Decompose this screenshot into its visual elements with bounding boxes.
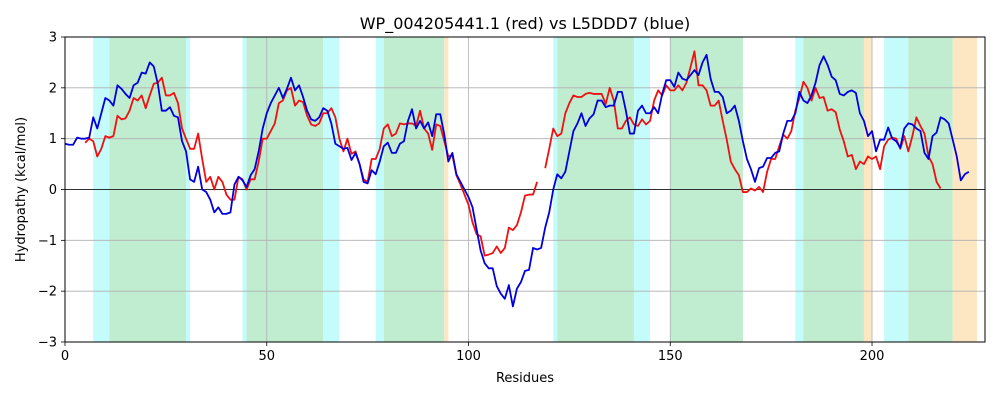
y-tick-label: 2 bbox=[49, 81, 57, 96]
x-axis-label: Residues bbox=[496, 371, 554, 386]
y-tick-label: 1 bbox=[49, 132, 57, 147]
x-tick-label: 0 bbox=[61, 349, 69, 364]
chart-title: WP_004205441.1 (red) vs L5DDD7 (blue) bbox=[360, 14, 691, 34]
y-tick-label: −1 bbox=[38, 234, 57, 249]
red-series-line-1 bbox=[544, 50, 942, 193]
y-axis-label: Hydropathy (kcal/mol) bbox=[14, 117, 29, 262]
blue-series-line-0 bbox=[64, 53, 970, 308]
axis-ticks: 0 50 100 150 200 −3 −2 −1 0 1 2 3 bbox=[38, 31, 885, 365]
x-tick-label: 50 bbox=[258, 349, 275, 364]
series-lines bbox=[64, 50, 970, 308]
y-tick-label: −3 bbox=[38, 336, 57, 351]
y-tick-label: 0 bbox=[49, 183, 57, 198]
y-tick-label: −2 bbox=[38, 285, 57, 300]
x-tick-label: 100 bbox=[456, 349, 481, 364]
y-tick-label: 3 bbox=[49, 31, 57, 46]
red-series-line-0 bbox=[84, 76, 538, 257]
x-tick-label: 150 bbox=[658, 349, 683, 364]
x-tick-label: 200 bbox=[860, 349, 885, 364]
